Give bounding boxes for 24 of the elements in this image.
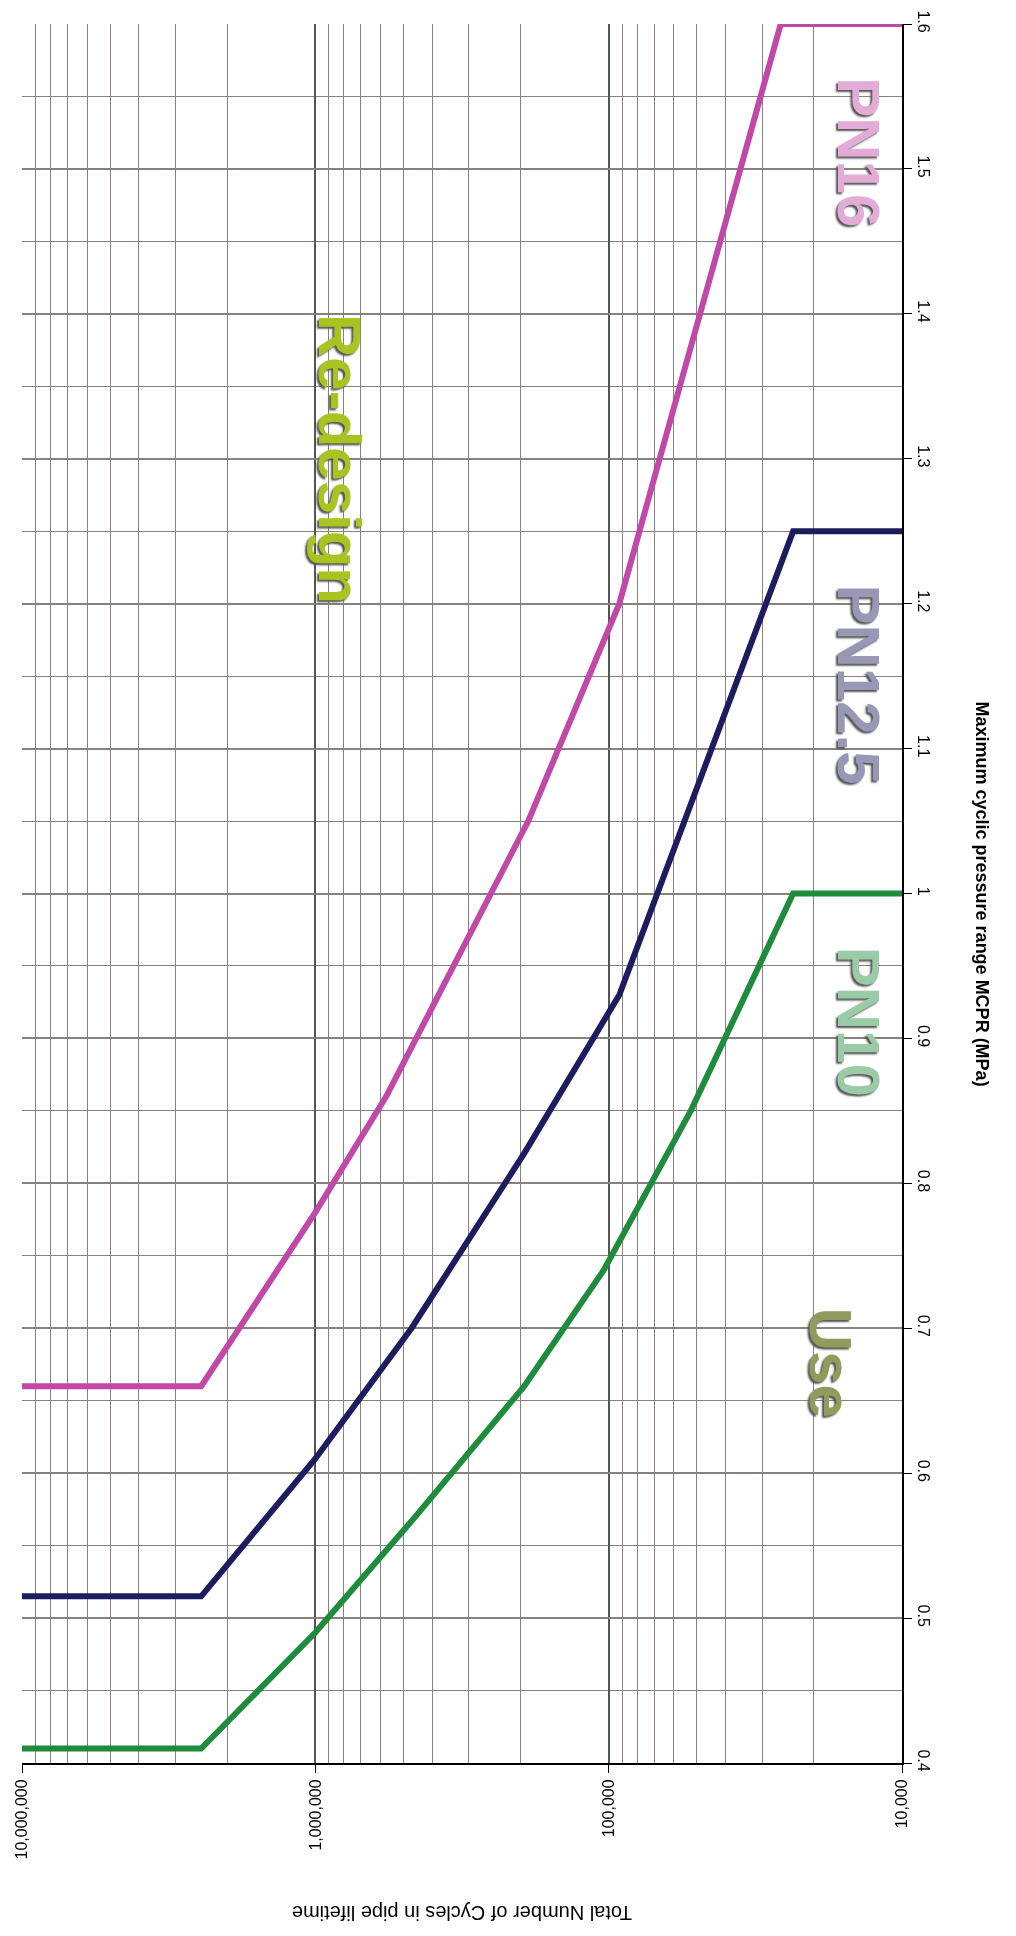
x-tick-label: 10,000,000: [13, 1779, 31, 1860]
y-tick-label: 1.2: [915, 590, 933, 613]
y-tick-label: 1: [915, 886, 933, 896]
x-tick-label: 10,000: [893, 1779, 911, 1829]
y-tick-label: 1.5: [915, 155, 933, 178]
y-tick-label: 1.1: [915, 735, 933, 758]
x-axis-title: Total Number of Cycles in pipe lifetime: [291, 1902, 632, 1924]
y-tick-label: 0.9: [915, 1024, 933, 1048]
y-tick-label: 0.5: [915, 1604, 933, 1627]
y-tick-label: 0.8: [915, 1169, 933, 1193]
y-tick-label: 0.4: [915, 1749, 933, 1772]
text: PN12.5: [825, 584, 893, 785]
y-tick-label: 1.4: [915, 300, 933, 323]
y-tick-label: 0.6: [915, 1459, 933, 1482]
text: PN16: [825, 77, 893, 228]
text: PN10: [824, 946, 892, 1097]
y-axis-title: Maximum cyclic pressure range MCPR (MPa): [971, 701, 992, 1087]
annotation: Use: [797, 1307, 865, 1418]
y-tick-label: 1.6: [915, 10, 933, 33]
y-tick-label: 0.7: [915, 1314, 933, 1338]
x-tick-label: 100,000: [599, 1779, 617, 1838]
annotation: Re-design: [305, 313, 373, 604]
x-tick-label: 1,000,000: [306, 1779, 324, 1851]
y-tick-label: 1.3: [915, 445, 933, 468]
